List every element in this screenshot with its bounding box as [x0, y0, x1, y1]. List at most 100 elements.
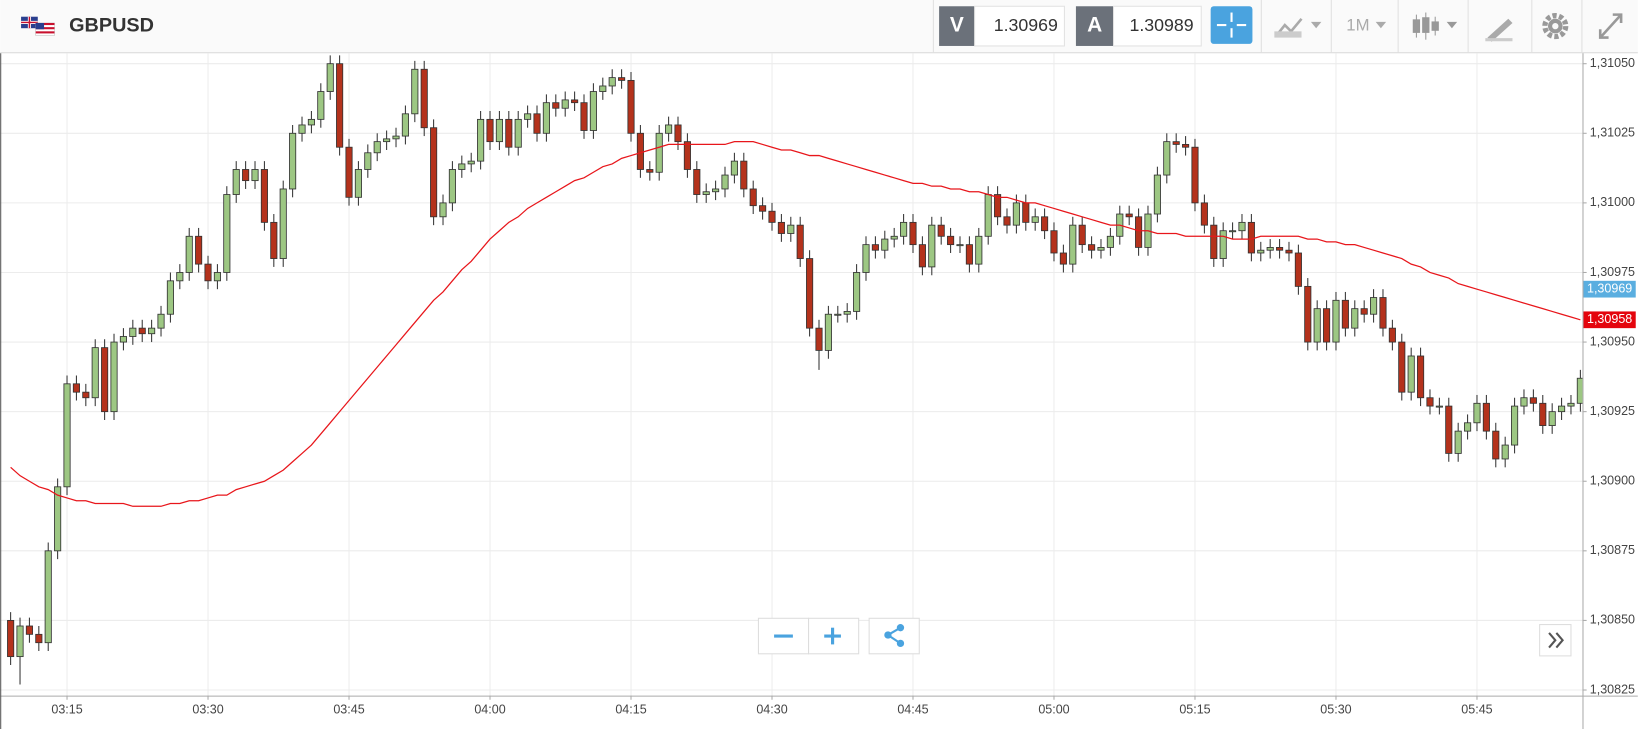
candle-body [1482, 402, 1490, 432]
candle-body [627, 79, 635, 134]
candle-body [1294, 252, 1302, 287]
candle-body [1548, 411, 1556, 426]
candle-body [1022, 202, 1030, 223]
candle-body [909, 221, 917, 246]
candle-body [1106, 235, 1114, 248]
candle-body [138, 327, 146, 335]
candle-body [195, 235, 203, 265]
timeframe-button[interactable]: 1M [1346, 16, 1387, 35]
timeframe[interactable]: 1M [1346, 16, 1369, 35]
candle-body [571, 99, 579, 104]
share-button[interactable] [868, 617, 920, 655]
candle-body [1501, 444, 1509, 460]
fullscreen-button[interactable] [1598, 13, 1623, 39]
candle-type-button[interactable] [1412, 12, 1458, 40]
candle-body [1163, 141, 1171, 176]
y-tick-label: 1,30900 [1590, 474, 1635, 488]
candle-body [1539, 402, 1547, 426]
candle-body [260, 169, 268, 223]
candle-body [1031, 216, 1039, 223]
candle-body [345, 146, 353, 198]
candle-body [787, 224, 795, 234]
zoom-in-button[interactable] [808, 617, 860, 655]
candle-body [975, 235, 983, 265]
bid-value-box [974, 5, 1065, 47]
candle-body [439, 202, 447, 218]
candle-body [834, 313, 842, 316]
price-marker [1583, 311, 1636, 329]
candle-body [16, 625, 24, 658]
candle-body [420, 68, 428, 129]
candle-body [665, 124, 673, 134]
candle-body [1247, 221, 1255, 254]
candle-body [900, 221, 908, 237]
candle-body [1464, 422, 1472, 432]
candle-body [148, 327, 156, 335]
candle-body [467, 160, 475, 165]
candle-body [298, 124, 306, 134]
candle-body [871, 244, 879, 251]
candle-body [1341, 299, 1349, 329]
candle-body [730, 160, 738, 176]
candle-body [552, 102, 560, 109]
candle-body [1200, 202, 1208, 226]
candle-body [1567, 402, 1575, 407]
candle-body [1097, 247, 1105, 251]
candle-body [1445, 405, 1453, 454]
candle-body [185, 235, 193, 273]
y-tick-label: 1,30825 [1590, 682, 1635, 696]
candle-body [204, 263, 212, 282]
crosshair-button[interactable] [1210, 6, 1253, 44]
candle-body [392, 135, 400, 140]
candle-body [1219, 230, 1227, 259]
candle-body [1172, 141, 1180, 145]
x-tick-label: 05:15 [1179, 703, 1210, 717]
chart-type-button[interactable] [1274, 17, 1322, 38]
scroll-right-button[interactable] [1539, 624, 1572, 657]
candle-body [1379, 297, 1387, 329]
candle-body [307, 118, 315, 126]
candle-body [1426, 397, 1434, 407]
candle-body [843, 311, 851, 315]
candle-body [815, 327, 823, 351]
candle-body [1059, 252, 1067, 265]
price-marker-label: 1,30969 [1587, 281, 1632, 295]
ask-box [1075, 6, 1114, 46]
candle-body [984, 194, 992, 237]
candle-body [1558, 405, 1566, 413]
x-tick-label: 05:00 [1038, 703, 1069, 717]
candle-body [1454, 430, 1462, 454]
candle-body [890, 235, 898, 240]
candle-body [636, 132, 644, 170]
header: GBPUSD V 1.30969 A 1.30989 1M [0, 0, 1638, 54]
candle-body [881, 238, 889, 251]
zoom-out-button[interactable] [757, 617, 810, 655]
candle-body [1088, 244, 1096, 251]
candle-body [618, 77, 626, 81]
moving-average-line [10, 141, 1581, 507]
candle-body [965, 244, 973, 265]
candle-body [1069, 224, 1077, 265]
candle-body [1351, 308, 1359, 329]
settings-button[interactable] [1542, 13, 1569, 40]
candle-body [505, 118, 513, 148]
candle-body [411, 68, 419, 115]
price-markers: 1,30969 1,30958 [1583, 280, 1636, 329]
candle-body [561, 99, 569, 109]
candle-body [1492, 430, 1500, 460]
candle-body [796, 224, 804, 259]
candle-body [683, 141, 691, 170]
bid-value: 1.30969 [994, 15, 1058, 35]
y-tick-label: 1,31025 [1590, 126, 1635, 140]
candle-body [157, 313, 165, 329]
y-tick-label: 1,30950 [1590, 334, 1635, 348]
candle-body [1407, 355, 1415, 393]
candle-body [956, 244, 964, 247]
candle-body [213, 272, 221, 282]
candle-body [524, 113, 532, 120]
draw-tool-button[interactable] [1485, 18, 1513, 42]
candle-body [101, 347, 109, 413]
candle-body [373, 141, 381, 154]
candle-body [1003, 216, 1011, 226]
